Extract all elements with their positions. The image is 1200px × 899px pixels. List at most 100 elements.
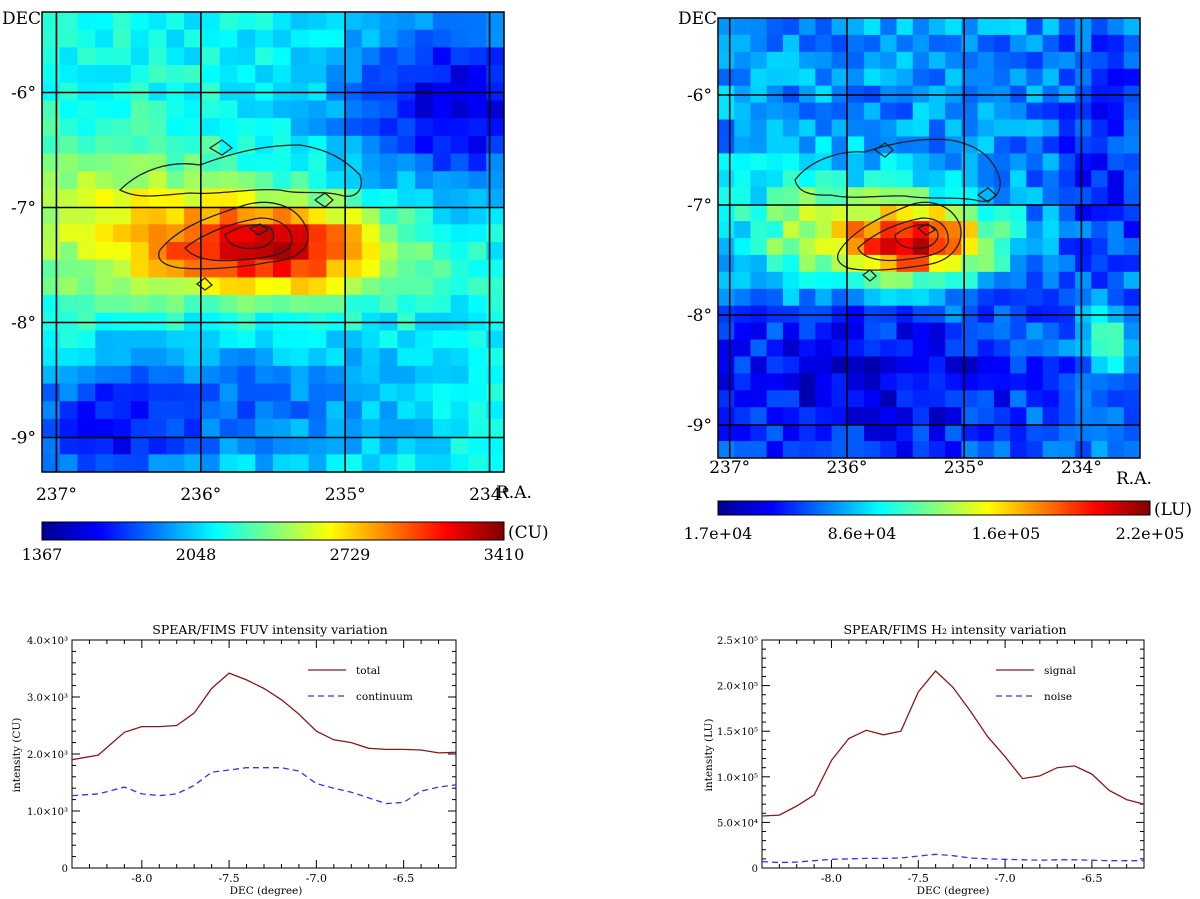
map-pixel (59, 277, 79, 296)
map-pixel (486, 383, 504, 402)
ra-tick-label: 235° (944, 458, 985, 478)
map-pixel (847, 102, 865, 121)
map-pixel (1107, 102, 1125, 121)
map-pixel (468, 171, 487, 190)
map-pixel (468, 330, 487, 349)
map-pixel (799, 68, 816, 87)
map-pixel (219, 12, 239, 31)
map-pixel (734, 18, 752, 36)
map-pixel (782, 51, 800, 70)
map-pixel (1075, 119, 1092, 138)
map-pixel (450, 383, 470, 402)
map-pixel (831, 51, 849, 70)
map-pixel (148, 29, 167, 48)
map-pixel (929, 187, 946, 205)
map-pixel (184, 436, 203, 455)
map-pixel (237, 242, 256, 261)
map-pixel (880, 407, 898, 425)
map-pixel (344, 277, 363, 296)
map-pixel (273, 47, 292, 66)
map-pixel (219, 365, 239, 385)
map-pixel (766, 339, 784, 358)
map-pixel (201, 118, 221, 137)
map-pixel (993, 221, 1011, 239)
map-pixel (201, 383, 221, 402)
map-pixel (290, 295, 310, 314)
map-pixel (148, 171, 167, 190)
map-pixel (1123, 153, 1140, 171)
map-pixel (237, 436, 256, 455)
map-pixel (1123, 373, 1140, 391)
map-pixel (415, 100, 434, 119)
map-pixel (290, 171, 310, 190)
map-pixel (766, 68, 784, 87)
map-pixel (379, 188, 398, 208)
map-pixel (130, 224, 150, 243)
map-pixel (344, 12, 363, 31)
map-pixel (1026, 424, 1044, 442)
map-pixel (361, 224, 381, 243)
map-pixel (361, 188, 381, 208)
map-pixel (486, 153, 504, 172)
map-pixel (361, 206, 381, 225)
map-pixel (977, 68, 995, 87)
map-pixel (880, 34, 898, 53)
map-pixel (308, 206, 327, 225)
map-pixel (130, 118, 150, 137)
map-pixel (815, 34, 833, 53)
map-pixel (1042, 102, 1060, 121)
map-pixel (42, 436, 61, 455)
map-pixel (993, 288, 1011, 307)
map-pixel (847, 322, 865, 341)
map-pixel (219, 153, 239, 172)
map-pixel (432, 100, 452, 119)
map-pixel (1107, 373, 1125, 391)
map-pixel (929, 68, 946, 87)
map-pixel (379, 418, 398, 438)
map-pixel (799, 187, 816, 205)
map-pixel (273, 100, 292, 119)
map-pixel (1010, 390, 1027, 408)
map-pixel (750, 322, 768, 341)
map-pixel (361, 242, 381, 261)
map-pixel (432, 12, 452, 31)
map-pixel (486, 12, 504, 31)
map-pixel (326, 135, 345, 155)
map-pixel (1075, 170, 1092, 188)
map-pixel (42, 242, 61, 261)
map-pixel (77, 436, 96, 455)
map-pixel (847, 254, 865, 273)
map-pixel (77, 418, 96, 438)
map-pixel (1042, 153, 1060, 171)
map-pixel (993, 373, 1011, 391)
map-pixel (95, 153, 114, 172)
map-pixel (782, 322, 800, 341)
map-pixel (831, 339, 849, 358)
map-pixel (1042, 254, 1060, 273)
map-pixel (95, 188, 114, 208)
map-pixel (864, 34, 881, 53)
map-pixel (961, 204, 979, 222)
map-pixel (1091, 221, 1109, 239)
map-pixel (415, 436, 434, 455)
map-pixel (766, 187, 784, 205)
map-pixel (166, 436, 185, 455)
map-pixel (361, 153, 381, 172)
map-pixel (993, 322, 1011, 341)
map-pixel (977, 136, 995, 154)
x-tick-label: -6.5 (1081, 872, 1102, 885)
map-pixel (486, 418, 504, 438)
map-pixel (255, 401, 274, 420)
map-pixel (237, 171, 256, 190)
map-pixel (379, 12, 398, 31)
map-pixel (1010, 18, 1027, 36)
map-pixel (148, 153, 167, 172)
ra-tick-label: 234° (469, 485, 510, 505)
map-pixel (201, 188, 221, 208)
map-pixel (468, 401, 487, 420)
map-pixel (77, 295, 96, 314)
map-pixel (184, 118, 203, 137)
h2-profile-title: SPEAR/FIMS H₂ intensity variation (843, 622, 1066, 637)
map-pixel (273, 295, 292, 314)
map-pixel (896, 51, 914, 70)
